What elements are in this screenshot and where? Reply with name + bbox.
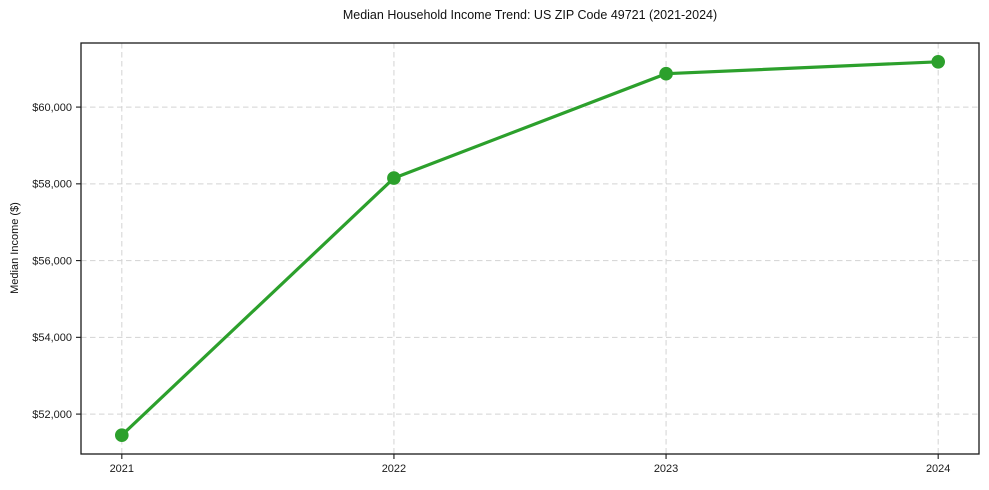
y-tick-label: $60,000 [32,102,72,114]
trend-line [120,60,940,437]
data-point [115,428,129,443]
y-tick-label: $54,000 [32,332,72,344]
x-tick-label: 2021 [110,463,134,475]
y-tick-label: $56,000 [32,255,72,267]
x-tick-label: 2024 [926,463,950,475]
x-tick-label: 2022 [382,463,406,475]
y-tick-label: $52,000 [32,409,72,421]
data-point [659,66,673,81]
data-point [387,171,401,185]
data-point [931,55,945,69]
plot-border [80,42,980,455]
y-tick-label: $58,000 [32,179,72,191]
x-tick-label: 2023 [654,463,678,475]
chart-title: Median Household Income Trend: US ZIP Co… [342,8,718,22]
